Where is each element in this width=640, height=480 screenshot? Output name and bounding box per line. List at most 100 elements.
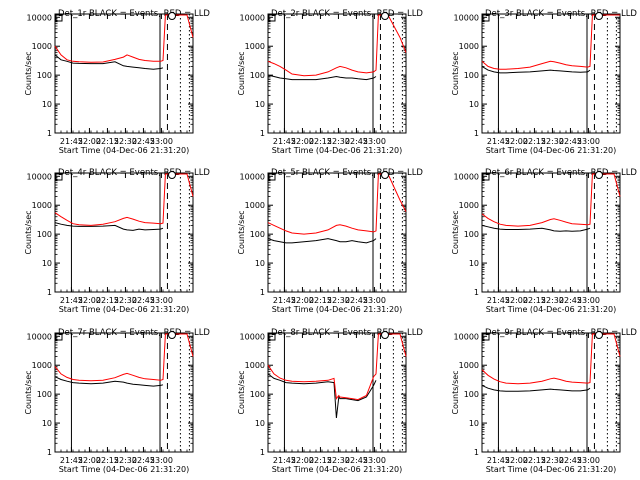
- x-tick-label: 23:00: [577, 456, 600, 465]
- plot-frame: [267, 332, 407, 453]
- x-axis-label: Start Time (04-Dec-06 21:31:20): [59, 146, 190, 155]
- y-tick-label: 10: [255, 419, 265, 428]
- peak-marker-icon: [381, 331, 389, 339]
- start-marker-icon: [268, 173, 276, 181]
- y-tick-label: 10000: [240, 13, 265, 22]
- y-tick-label: 10000: [240, 332, 265, 341]
- y-tick-label: 100: [250, 230, 265, 239]
- y-tick-label: 1000: [459, 201, 479, 210]
- events-series-line: [267, 373, 377, 419]
- events-series-line: [481, 384, 591, 392]
- x-tick-label: 22:15: [96, 456, 119, 465]
- y-tick-label: 1: [47, 448, 52, 457]
- start-marker-icon: [482, 14, 490, 22]
- y-tick-label: 1: [260, 288, 265, 297]
- y-axis-label: Counts/sec: [24, 210, 33, 254]
- start-marker-icon: [268, 14, 276, 22]
- lld-series-line: [267, 333, 407, 401]
- y-tick-label: 10000: [240, 172, 265, 181]
- plot-frame: [481, 332, 621, 453]
- start-marker-icon: [482, 333, 490, 341]
- y-axis-label: Counts/sec: [237, 210, 246, 254]
- peak-marker-icon: [168, 331, 176, 339]
- y-axis-label: Counts/sec: [451, 370, 460, 414]
- peak-marker-icon: [168, 12, 176, 20]
- x-tick-label: 22:15: [523, 137, 546, 146]
- plot-frame: [481, 13, 621, 134]
- y-tick-label: 1000: [245, 201, 265, 210]
- x-tick-label: 22:15: [96, 296, 119, 305]
- x-tick-label: 22:15: [523, 296, 546, 305]
- y-tick-label: 10: [255, 100, 265, 109]
- detector-panel: Det_6r BLACK = Events, RED = LLD11010010…: [451, 168, 637, 314]
- y-tick-label: 1: [474, 448, 479, 457]
- detector-panel: Det_1r BLACK = Events, RED = LLD11010010…: [24, 9, 210, 155]
- detector-panel: Det_4r BLACK = Events, RED = LLD11010010…: [24, 168, 210, 314]
- y-tick-label: 1000: [245, 361, 265, 370]
- x-tick-label: 21:45: [273, 296, 296, 305]
- y-tick-label: 10: [42, 419, 52, 428]
- x-tick-label: 22:15: [523, 456, 546, 465]
- y-tick-label: 100: [250, 71, 265, 80]
- y-axis-label: Counts/sec: [24, 51, 33, 95]
- x-tick-label: 22:45: [559, 456, 582, 465]
- y-tick-label: 10: [255, 259, 265, 268]
- x-tick-label: 22:15: [96, 137, 119, 146]
- y-tick-label: 1: [47, 129, 52, 138]
- detector-panel: Det_9r BLACK = Events, RED = LLD11010010…: [451, 328, 637, 474]
- y-tick-label: 1: [474, 129, 479, 138]
- y-tick-label: 1000: [459, 361, 479, 370]
- x-axis-label: Start Time (04-Dec-06 21:31:20): [272, 146, 403, 155]
- events-series-line: [267, 238, 377, 244]
- start-marker-icon: [55, 14, 63, 22]
- y-tick-label: 1000: [32, 361, 52, 370]
- x-tick-label: 23:00: [150, 456, 173, 465]
- x-tick-label: 22:45: [559, 137, 582, 146]
- x-axis-label: Start Time (04-Dec-06 21:31:20): [486, 465, 617, 474]
- x-tick-label: 22:30: [114, 296, 137, 305]
- y-tick-label: 1000: [32, 201, 52, 210]
- x-tick-label: 22:30: [541, 456, 564, 465]
- y-tick-label: 10000: [454, 332, 479, 341]
- x-tick-label: 21:45: [273, 137, 296, 146]
- y-tick-label: 10000: [454, 172, 479, 181]
- x-tick-label: 22:30: [541, 137, 564, 146]
- start-marker-icon: [55, 333, 63, 341]
- detector-panel: Det_8r BLACK = Events, RED = LLD11010010…: [237, 328, 423, 474]
- y-tick-label: 1000: [245, 42, 265, 51]
- x-tick-label: 22:00: [505, 137, 528, 146]
- x-tick-label: 22:00: [78, 456, 101, 465]
- x-tick-label: 22:00: [78, 296, 101, 305]
- y-tick-label: 10000: [27, 172, 52, 181]
- y-tick-label: 100: [464, 230, 479, 239]
- plot-frame: [54, 13, 194, 134]
- plot-frame: [54, 332, 194, 453]
- lld-series-line: [54, 173, 194, 226]
- lld-series-line: [267, 173, 407, 235]
- y-axis-label: Counts/sec: [451, 51, 460, 95]
- peak-marker-icon: [381, 12, 389, 20]
- lld-series-line: [267, 14, 407, 77]
- x-tick-label: 22:45: [132, 137, 155, 146]
- x-tick-label: 22:45: [345, 137, 368, 146]
- x-tick-label: 23:00: [150, 137, 173, 146]
- peak-marker-icon: [381, 171, 389, 179]
- x-tick-label: 23:00: [363, 296, 386, 305]
- x-tick-label: 22:30: [114, 137, 137, 146]
- x-tick-label: 23:00: [577, 137, 600, 146]
- y-tick-label: 100: [37, 71, 52, 80]
- x-axis-label: Start Time (04-Dec-06 21:31:20): [59, 465, 190, 474]
- plot-frame: [267, 172, 407, 293]
- y-axis-label: Counts/sec: [451, 210, 460, 254]
- x-tick-label: 23:00: [363, 137, 386, 146]
- y-tick-label: 1: [260, 448, 265, 457]
- events-series-line: [267, 74, 377, 81]
- y-axis-label: Counts/sec: [237, 370, 246, 414]
- y-tick-label: 100: [37, 230, 52, 239]
- x-tick-label: 22:45: [345, 296, 368, 305]
- y-tick-label: 100: [250, 390, 265, 399]
- x-tick-label: 22:45: [132, 296, 155, 305]
- x-tick-label: 22:30: [327, 137, 350, 146]
- events-series-line: [54, 376, 164, 387]
- x-tick-label: 22:00: [78, 137, 101, 146]
